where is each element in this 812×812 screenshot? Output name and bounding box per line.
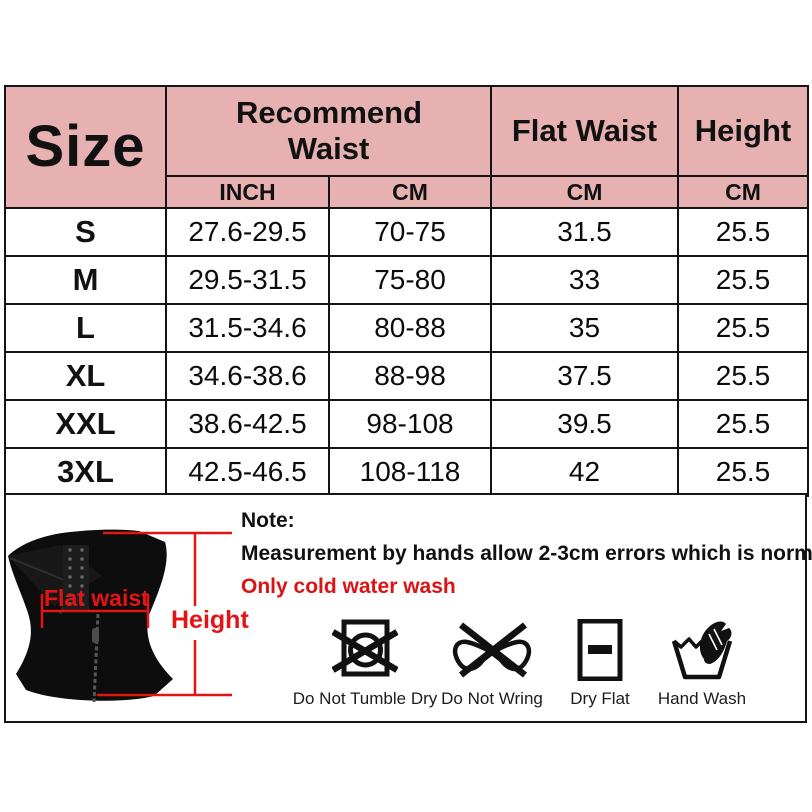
hook-strip [63,545,89,612]
size-value: 3XL [4,447,167,497]
recommend-inch-value: 38.6-42.5 [165,399,330,449]
table-row: L 31.5-34.6 80-88 35 25.5 [4,303,809,353]
recommend-inch-value: 27.6-29.5 [165,207,330,257]
table-row: 3XL 42.5-46.5 108-118 42 25.5 [4,447,809,497]
height-value: 25.5 [677,207,809,257]
do-not-tumble-dry-icon [332,617,398,683]
care-label: Do Not Wring [441,689,543,708]
recommend-cm-value: 80-88 [328,303,492,353]
care-label: Do Not Tumble Dry [292,689,438,708]
waist-trainer-illustration [8,529,232,703]
table-row: S 27.6-29.5 70-75 31.5 25.5 [4,207,809,257]
do-not-wring-icon [446,617,538,683]
size-value: XL [4,351,167,401]
flat-waist-line [40,594,150,628]
size-table: Size Recommend Waist Flat Waist Height I… [4,85,809,497]
flat-waist-value: 33 [490,255,679,305]
care-item-do-not-wring: Do Not Wring [432,617,552,709]
table-header-row-1: Size Recommend Waist Flat Waist Height [4,85,809,209]
height-annotation: Height [171,606,249,634]
height-value: 25.5 [677,255,809,305]
recommend-cm-value: 108-118 [328,447,492,497]
care-item-dry-flat: Dry Flat [555,617,645,709]
height-line [97,531,232,697]
unit-cm-recommend: CM [328,175,492,209]
header-recommend-waist: Recommend Waist [165,85,492,177]
table-row: XL 34.6-38.6 88-98 37.5 25.5 [4,351,809,401]
height-value: 25.5 [677,399,809,449]
flat-waist-value: 39.5 [490,399,679,449]
recommend-cm-value: 88-98 [328,351,492,401]
recommend-cm-value: 75-80 [328,255,492,305]
header-recommend-waist-label: Recommend Waist [236,95,423,166]
height-value: 25.5 [677,447,809,497]
size-value: M [4,255,167,305]
unit-cm-height: CM [677,175,809,209]
flat-waist-value: 35 [490,303,679,353]
flat-waist-value: 42 [490,447,679,497]
size-value: XXL [4,399,167,449]
flat-waist-annotation: Flat waist [44,585,149,611]
hand-wash-icon [670,617,734,683]
table-row: M 29.5-31.5 75-80 33 25.5 [4,255,809,305]
care-item-hand-wash: Hand Wash [647,617,757,709]
unit-cm-flat-waist: CM [490,175,679,209]
size-value: S [4,207,167,257]
care-item-do-not-tumble-dry: Do Not Tumble Dry [290,617,440,709]
recommend-cm-value: 70-75 [328,207,492,257]
header-size: Size [4,85,167,209]
note-title: Note: [241,509,295,532]
height-value: 25.5 [677,303,809,353]
hook-dots [68,548,84,606]
size-table-container: Size Recommend Waist Flat Waist Height I… [4,85,809,497]
recommend-cm-value: 98-108 [328,399,492,449]
size-value: L [4,303,167,353]
dry-flat-icon [576,617,624,683]
care-label: Hand Wash [657,689,747,708]
note-block: Note: Measurement by hands allow 2-3cm e… [241,509,812,599]
note-measurement: Measurement by hands allow 2-3cm errors … [241,542,812,565]
flat-waist-value: 31.5 [490,207,679,257]
care-label: Dry Flat [570,689,630,708]
flat-waist-value: 37.5 [490,351,679,401]
note-wash-warning: Only cold water wash [241,575,456,598]
height-value: 25.5 [677,351,809,401]
recommend-inch-value: 42.5-46.5 [165,447,330,497]
zipper-pull [92,628,99,643]
header-height: Height [677,85,809,177]
recommend-inch-value: 29.5-31.5 [165,255,330,305]
unit-inch: INCH [165,175,330,209]
recommend-inch-value: 31.5-34.6 [165,303,330,353]
table-header-row-2: INCH CM CM CM [5,175,809,209]
header-flat-waist: Flat Waist [490,85,679,177]
recommend-inch-value: 34.6-38.6 [165,351,330,401]
table-row: XXL 38.6-42.5 98-108 39.5 25.5 [4,399,809,449]
